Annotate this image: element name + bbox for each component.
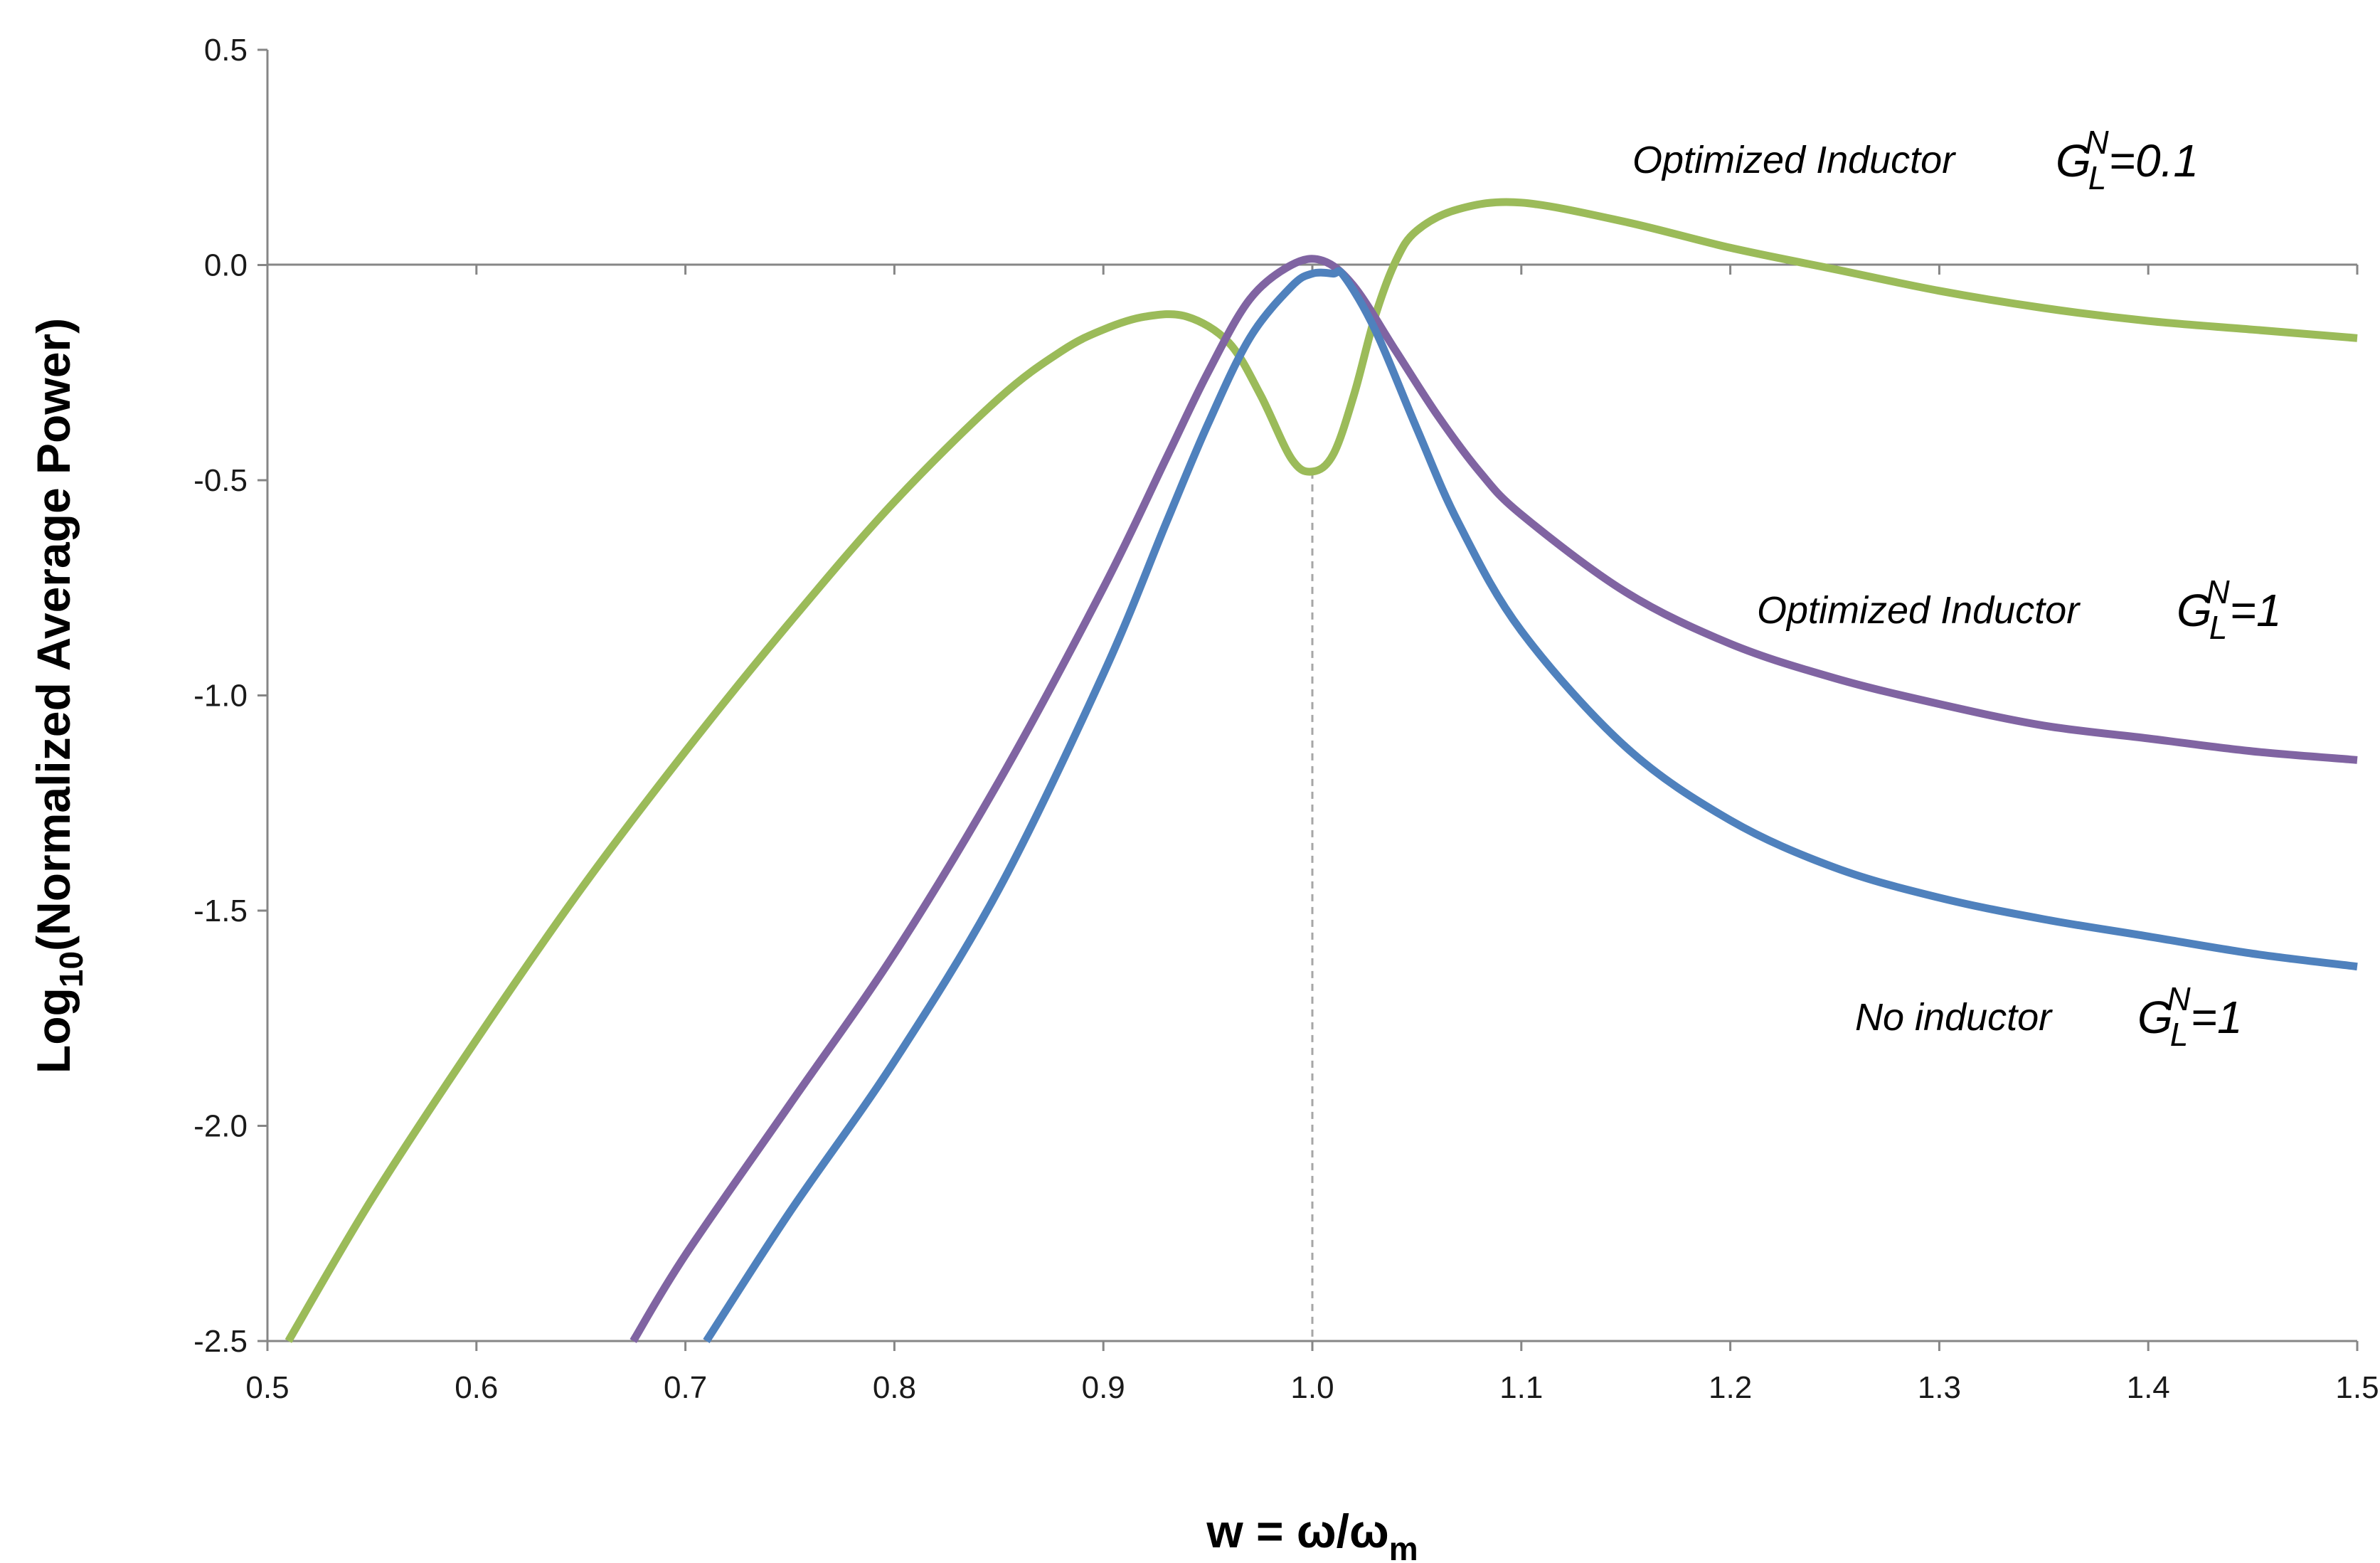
x-tick-label: 1.3 <box>1918 1370 1961 1405</box>
series-line-blue <box>703 267 2358 1343</box>
x-tick-label: 1.5 <box>2335 1370 2379 1405</box>
svg-text:GLN=1: GLN=1 <box>2137 980 2243 1053</box>
annotation-purple-sub: L <box>2209 609 2228 646</box>
x-tick-label: 1.4 <box>2127 1370 2170 1405</box>
svg-text:No inductor: No inductor <box>1855 996 2053 1039</box>
plot-area: 0.50.0-0.5-1.0-1.5-2.0-2.5 0.5 0.6 0.7 0.8 0… <box>193 33 2379 1405</box>
series-group <box>285 198 2358 1343</box>
y-tick-label: -1.0 <box>193 679 248 714</box>
annotation-green-sup: N <box>2085 124 2109 161</box>
series-line-green <box>285 198 2358 1343</box>
x-ticks: 0.5 0.6 0.7 0.8 0.9 1.0 1.1 1.2 1.3 1.4 1.5 <box>245 265 2379 1405</box>
annotation-blue-label: No inductor <box>1855 996 2053 1039</box>
x-tick-label: 0.7 <box>664 1370 707 1405</box>
annotation-purple-sup: N <box>2206 573 2230 610</box>
annotation-purple-value: =1 <box>2230 585 2282 636</box>
annotation-green: Optimized Inductor GLN=0.1 <box>1632 124 2199 196</box>
x-tick-label: 1.0 <box>1290 1370 1334 1405</box>
y-axis-title: Log10(Normalized Average Power) <box>27 318 90 1074</box>
x-tick-label: 0.5 <box>245 1370 289 1405</box>
svg-text:Optimized Inductor: Optimized Inductor <box>1632 139 1956 181</box>
x-tick-label: 0.6 <box>455 1370 498 1405</box>
y-tick-label: -2.0 <box>193 1109 248 1144</box>
annotation-purple-label: Optimized Inductor <box>1757 589 2081 632</box>
annotation-green-label: Optimized Inductor <box>1632 139 1956 181</box>
x-tick-label: 1.2 <box>1709 1370 1752 1405</box>
svg-text:GLN=0.1: GLN=0.1 <box>2056 124 2199 196</box>
y-tick-label: -0.5 <box>193 463 248 498</box>
y-tick-label: -1.5 <box>193 894 248 928</box>
x-tick-label: 0.9 <box>1082 1370 1125 1405</box>
annotation-blue: No inductor GLN=1 <box>1855 980 2243 1053</box>
svg-text:Optimized Inductor: Optimized Inductor <box>1757 589 2081 632</box>
annotation-blue-g: G <box>2137 992 2173 1043</box>
y-tick-label: 0.0 <box>204 248 248 283</box>
annotation-green-g: G <box>2056 135 2091 186</box>
y-tick-label: 0.5 <box>204 33 248 68</box>
annotation-blue-value: =1 <box>2191 992 2243 1043</box>
annotation-green-sub: L <box>2088 159 2107 196</box>
annotation-blue-sub: L <box>2170 1016 2189 1053</box>
y-tick-label: -2.5 <box>193 1324 248 1359</box>
y-ticks: 0.5 0.0 -0.5 -1.0 -1.5 -2.0 -2.5 <box>193 33 267 1359</box>
svg-text:GLN=1: GLN=1 <box>2177 573 2282 646</box>
annotation-green-value: =0.1 <box>2109 135 2199 186</box>
x-axis-title: w = ω/ωm <box>1206 1505 1418 1563</box>
annotation-blue-sup: N <box>2167 980 2191 1017</box>
x-tick-label: 0.8 <box>873 1370 916 1405</box>
annotation-purple: Optimized Inductor GLN=1 <box>1757 573 2282 646</box>
series-line-purple <box>629 255 2358 1343</box>
x-tick-label: 1.1 <box>1499 1370 1543 1405</box>
annotation-purple-g: G <box>2177 585 2212 636</box>
